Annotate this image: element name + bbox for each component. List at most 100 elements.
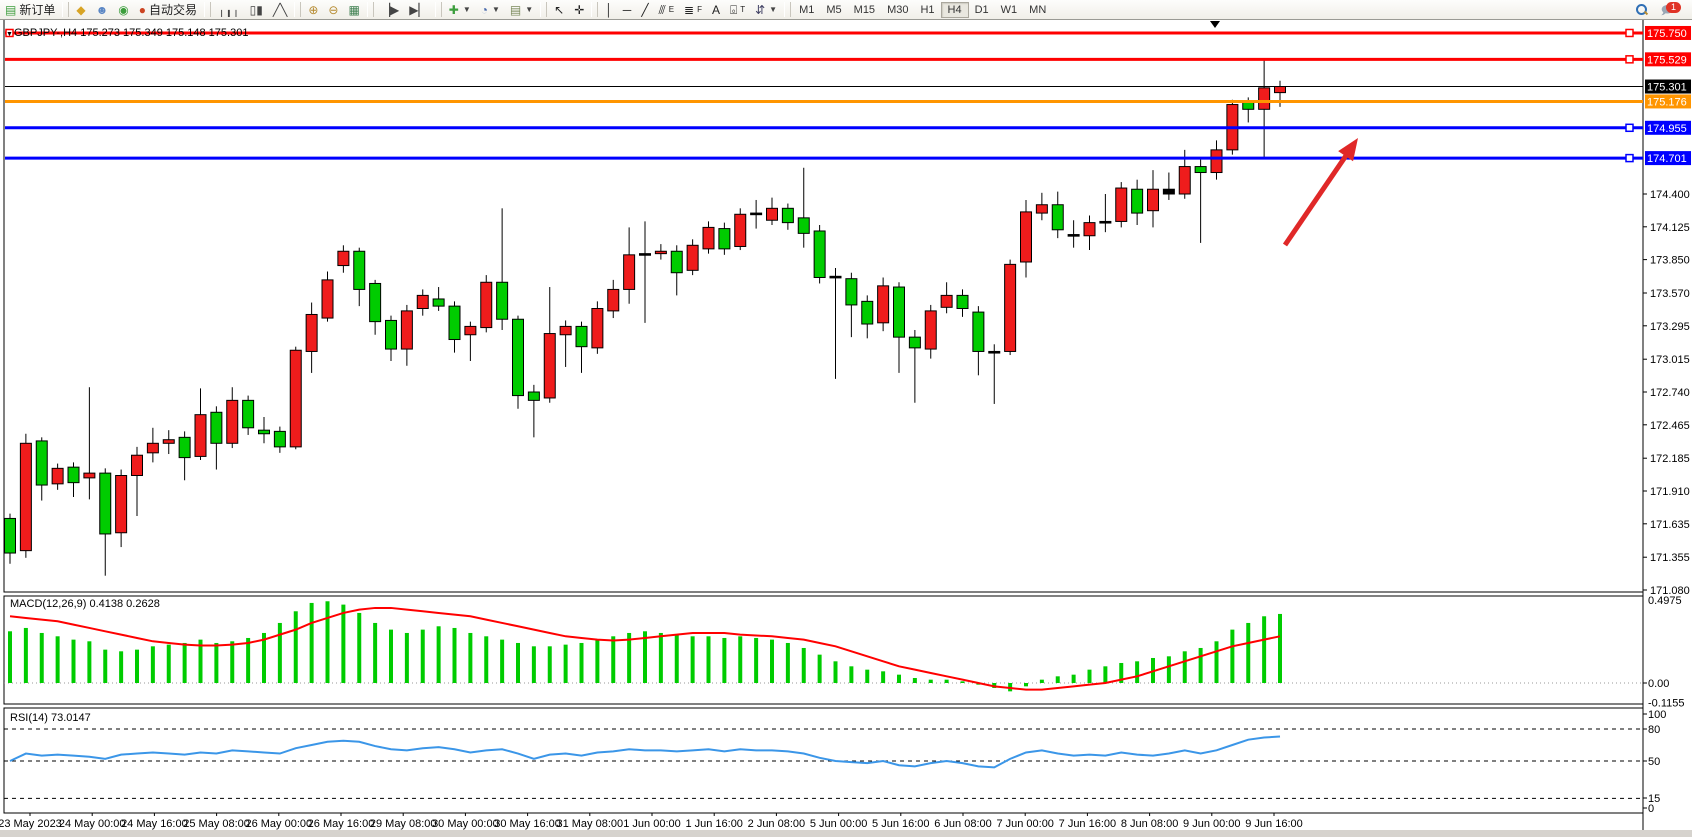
toolbar-button-channel[interactable]: ⫻ E [654,1,680,18]
toolbar-button-hline[interactable]: ─ [618,1,637,18]
candle[interactable] [51,463,64,490]
candle[interactable] [686,239,699,276]
candle[interactable] [940,282,953,314]
candle[interactable] [194,388,207,460]
candle[interactable] [464,321,477,361]
annotation-arrow-shaft[interactable] [1282,146,1354,247]
toolbar-button-market[interactable]: ◆ [71,1,90,18]
candle[interactable] [35,437,48,501]
candle[interactable] [115,469,128,548]
timeframe-button-M15[interactable]: M15 [853,3,876,16]
toolbar-button-text-label[interactable]: ⌻ T [725,1,750,18]
timeframe-button-W1[interactable]: W1 [1000,3,1018,16]
line-handle[interactable] [5,28,14,38]
candle[interactable] [781,203,794,230]
candle[interactable] [99,468,112,576]
line-handle[interactable] [1625,123,1634,133]
toolbar-button-auto-trading[interactable]: ● 自动交易 [134,1,202,18]
toolbar-button-new-order[interactable]: ▤ 新订单 [0,1,60,18]
candle[interactable] [988,344,1001,404]
candle[interactable] [591,301,604,354]
candle[interactable] [1004,259,1017,356]
timeframe-button-H1[interactable]: H1 [920,3,935,16]
candle[interactable] [480,275,493,333]
candle[interactable] [670,245,683,296]
dropdown-caret-icon[interactable]: ▼ [462,5,471,14]
timeframe-button-M5[interactable]: M5 [826,3,842,16]
line-handle[interactable] [1625,153,1634,163]
timeframe-button-D1[interactable]: D1 [974,3,989,16]
line-handle[interactable] [1625,55,1634,64]
candle[interactable] [908,329,921,403]
chart-shift-marker[interactable] [1210,21,1220,28]
dropdown-caret-icon[interactable]: ▼ [525,5,534,14]
timeframe-button-H4[interactable]: H4 [940,1,969,18]
candle[interactable] [1083,215,1096,251]
candle[interactable] [1067,220,1080,248]
candle[interactable] [813,225,826,284]
candle[interactable] [258,417,270,444]
toolbar-button-signal[interactable]: ◉ [113,1,133,18]
candle[interactable] [845,272,858,338]
candle[interactable] [4,513,16,564]
toolbar-button-crosshair[interactable]: ✛ [569,1,589,18]
annotation-arrow-head[interactable] [1338,138,1358,162]
candle[interactable] [162,430,175,455]
candle[interactable] [750,199,763,229]
toolbar-button-cursor[interactable]: ↖ [549,1,569,18]
toolbar-button-periods[interactable]: ◔ ▼ [476,1,505,18]
toolbar-button-auto-scroll[interactable]: ▕▶ [376,1,404,18]
candle[interactable] [210,406,223,470]
candle[interactable] [543,287,556,403]
toolbar-button-candle-chart[interactable]: ▯▮ [245,1,268,18]
toolbar-button-chart-shift[interactable]: ▶▏ [404,1,432,18]
candle[interactable] [1131,179,1144,226]
candle[interactable] [1210,140,1223,180]
candle[interactable] [146,427,159,463]
candle[interactable] [1194,157,1207,243]
candle[interactable] [242,395,255,435]
candle[interactable] [766,197,778,226]
candle[interactable] [178,431,191,481]
toolbar-button-text[interactable]: A [707,1,725,18]
chat-icon[interactable]: 🗩1 [1661,1,1681,16]
search-icon[interactable] [1635,4,1647,15]
candle[interactable] [1115,182,1128,228]
toolbar-button-tile-windows[interactable]: ▦ [343,1,364,18]
candle[interactable] [1020,199,1032,278]
candle[interactable] [639,221,651,323]
candle[interactable] [67,462,80,497]
candle[interactable] [305,302,318,373]
candle[interactable] [734,208,747,251]
candle[interactable] [1051,191,1064,239]
timeframe-button-M1[interactable]: M1 [799,3,815,16]
candle[interactable] [448,301,461,353]
notification-badge[interactable]: 1 [1666,1,1681,13]
candle[interactable] [1099,194,1112,233]
toolbar-button-community[interactable]: ☻ [91,1,114,18]
candle[interactable] [321,271,334,322]
timeframe-button-M30[interactable]: M30 [887,3,909,16]
candle[interactable] [877,277,890,332]
candle[interactable] [226,387,239,449]
candle[interactable] [607,279,620,319]
candle[interactable] [83,387,96,500]
candle[interactable] [496,208,509,330]
toolbar-button-templates[interactable]: ▤ ▼ [505,1,538,18]
candle[interactable] [924,304,937,359]
candle[interactable] [337,245,350,273]
toolbar-button-trendline[interactable]: ╱ [636,1,653,18]
candle[interactable] [1147,170,1159,228]
candle[interactable] [654,244,667,260]
candle[interactable] [353,247,366,307]
candle[interactable] [369,279,382,335]
toolbar-button-fibonacci[interactable]: ≣ F [679,1,707,18]
candle[interactable] [893,282,905,373]
candle[interactable] [623,227,636,304]
candle[interactable] [289,346,302,450]
candle[interactable] [416,289,429,316]
candle[interactable] [1258,59,1271,159]
toolbar-button-bar-chart[interactable]: ╷╻╷ [213,1,245,18]
candle[interactable] [702,221,715,254]
